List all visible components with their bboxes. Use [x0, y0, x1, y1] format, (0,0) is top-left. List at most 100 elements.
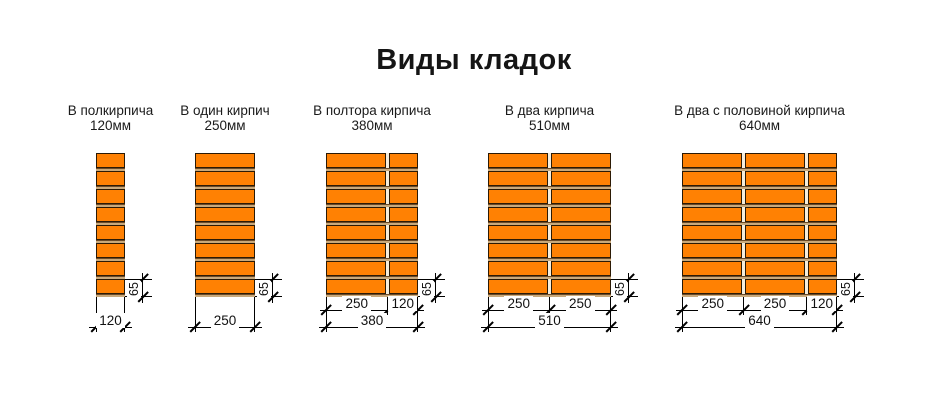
extension-line: [610, 297, 611, 332]
brick-height-label-text: 65: [613, 281, 627, 297]
brick: [745, 153, 805, 168]
total-dimension-label-text: 640: [745, 313, 774, 328]
dimension-label: 120: [797, 296, 847, 311]
brick: [96, 189, 125, 204]
brick: [808, 189, 837, 204]
mortar-joint: [96, 204, 125, 207]
dimension-line: [142, 273, 143, 303]
stack-size: 250мм: [115, 118, 335, 133]
mortar-joint: [488, 222, 611, 225]
brick: [808, 279, 837, 294]
extension-line: [254, 297, 255, 332]
brick: [326, 279, 386, 294]
mortar-joint: [96, 168, 125, 171]
brick: [682, 261, 742, 276]
stack-size: 380мм: [262, 118, 482, 133]
brick: [195, 153, 255, 168]
brick: [96, 153, 125, 168]
dimension-line: [435, 273, 436, 303]
brick-height-label-text: 65: [257, 281, 271, 297]
brick: [96, 261, 125, 276]
extension-line: [806, 297, 807, 315]
total-dimension-label-text: 510: [535, 313, 564, 328]
mortar-joint: [682, 276, 837, 279]
mortar-joint: [682, 294, 837, 297]
extension-line: [255, 279, 282, 280]
brick: [389, 261, 418, 276]
brick-height-label: 65: [839, 279, 853, 299]
stack-size-text: 640мм: [738, 118, 781, 133]
brick-height-label-text: 65: [839, 281, 853, 297]
brick: [682, 153, 742, 168]
stack-title-text: В один кирпич: [180, 103, 270, 118]
dimension-label-text: 250: [342, 296, 372, 311]
brick: [195, 225, 255, 240]
brick: [808, 243, 837, 258]
mortar-joint: [488, 186, 611, 189]
stack-size-text: 510мм: [528, 118, 571, 133]
page-title: Виды кладок: [376, 44, 572, 76]
brick: [488, 243, 548, 258]
extension-line: [387, 297, 388, 315]
brick-height-label: 65: [613, 279, 627, 299]
stack-title-text: В два кирпича: [504, 103, 595, 118]
mortar-joint: [326, 186, 418, 189]
total-dimension-label: 510: [525, 313, 575, 328]
brick: [745, 171, 805, 186]
extension-line: [837, 279, 864, 280]
mortar-joint: [488, 294, 611, 297]
stack-title: В два с половиной кирпича: [650, 103, 870, 118]
extension-line: [418, 279, 445, 280]
extension-line: [836, 297, 837, 332]
extension-line: [417, 297, 418, 332]
stack-title-text: В полтора кирпича: [313, 103, 431, 118]
brick: [551, 243, 611, 258]
brick: [745, 243, 805, 258]
brick: [682, 171, 742, 186]
brick: [551, 279, 611, 294]
stack-title: В два кирпича: [440, 103, 660, 118]
stack-size-text: 380мм: [351, 118, 393, 133]
brick: [326, 225, 386, 240]
mortar-joint: [326, 168, 418, 171]
brick-height-label-text: 65: [420, 281, 434, 297]
dimension-line: [272, 273, 273, 303]
brick: [326, 207, 386, 222]
mortar-joint: [195, 258, 255, 261]
brick: [488, 171, 548, 186]
mortar-joint: [488, 276, 611, 279]
brick: [389, 279, 418, 294]
brick: [195, 243, 255, 258]
stack-title: В полтора кирпича: [262, 103, 482, 118]
mortar-joint: [195, 186, 255, 189]
brick: [96, 243, 125, 258]
brick: [195, 189, 255, 204]
brick: [745, 225, 805, 240]
brick: [551, 171, 611, 186]
brick: [682, 243, 742, 258]
dimension-label: 250: [555, 296, 605, 311]
total-dimension-label-text: 250: [210, 313, 240, 328]
brick: [808, 207, 837, 222]
brick-height-label: 65: [257, 279, 271, 299]
mortar-joint: [326, 222, 418, 225]
extension-line: [125, 279, 152, 280]
brick: [326, 243, 386, 258]
dimension-label: 120: [378, 296, 428, 311]
brick: [195, 207, 255, 222]
extension-line: [682, 297, 683, 332]
dimension-line: [676, 310, 843, 311]
brick: [96, 279, 125, 294]
dimension-label: 250: [688, 296, 738, 311]
dimension-label-text: 250: [504, 296, 534, 311]
brick: [682, 279, 742, 294]
dimension-label-text: 120: [388, 296, 418, 311]
brick: [195, 171, 255, 186]
stack-header: В один кирпич 250мм: [115, 103, 335, 133]
dimension-label: 250: [750, 296, 800, 311]
total-dimension-label: 640: [735, 313, 785, 328]
dimension-label-text: 250: [760, 296, 790, 311]
brick: [389, 207, 418, 222]
mortar-joint: [96, 276, 125, 279]
stack-size: 640мм: [650, 118, 870, 133]
